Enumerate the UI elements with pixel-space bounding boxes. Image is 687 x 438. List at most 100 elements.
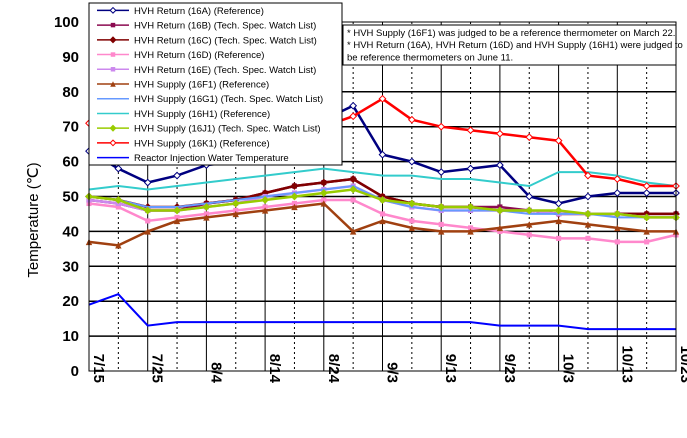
data-point [408, 224, 416, 232]
plot-frame [88, 21, 677, 372]
legend-entry: HVH Return (16E) (Tech. Spec. Watch List… [97, 65, 316, 76]
data-point [466, 203, 475, 211]
data-point [261, 196, 270, 204]
x-tick-label: 8/4 [207, 362, 224, 384]
x-tick-label: 7/15 [90, 354, 107, 383]
y-tick-label: 30 [62, 258, 79, 275]
data-point [291, 203, 298, 211]
legend-label: HVH Supply (16H1) (Reference) [134, 109, 270, 120]
series-7 [88, 167, 677, 191]
data-point [143, 206, 152, 215]
series-10 [88, 293, 676, 331]
x-tick-label: 10/23 [677, 345, 687, 383]
x-tick-label: 8/24 [325, 354, 342, 384]
legend-entry: HVH Supply (16K1) (Reference) [97, 138, 270, 149]
data-point [643, 228, 650, 235]
data-point [173, 206, 181, 215]
legend-entry: HVH Return (16A) (Reference) [97, 6, 264, 17]
legend-entry: HVH Return (16D) (Reference) [97, 50, 264, 61]
data-point [115, 204, 121, 210]
series-line [88, 293, 676, 331]
data-point [584, 221, 592, 228]
data-point [261, 207, 269, 214]
data-point [613, 189, 622, 197]
legend-label: HVH Return (16C) (Tech. Spec. Watch List… [134, 35, 317, 46]
data-point [437, 168, 446, 176]
x-tick-label: 9/3 [384, 362, 401, 383]
series-line [88, 167, 677, 191]
data-point [110, 22, 116, 28]
data-point [109, 6, 117, 14]
x-tick-label: 10/13 [618, 345, 635, 383]
legend-label: HVH Supply (16K1) (Reference) [134, 138, 270, 149]
data-point [350, 197, 356, 203]
data-point [407, 115, 416, 124]
data-point [438, 221, 444, 227]
data-point [109, 139, 117, 147]
note-text: be reference thermometers on June 11. [347, 52, 513, 63]
note-box-frame [342, 24, 677, 66]
y-tick-label: 10 [62, 328, 79, 345]
data-point [144, 228, 151, 235]
series-8 [85, 185, 680, 222]
data-point [109, 124, 117, 132]
legend-entry: HVH Supply (16F1) (Reference) [97, 80, 269, 91]
data-point [495, 129, 504, 138]
data-point [110, 67, 116, 72]
note-text: * HVH Return (16A), HVH Return (16D) and… [347, 40, 683, 51]
legend-label: HVH Return (16E) (Tech. Spec. Watch List… [134, 65, 316, 76]
data-point [114, 164, 123, 173]
data-point [407, 199, 416, 208]
data-point [525, 133, 534, 142]
data-point [290, 192, 299, 201]
data-point [466, 164, 475, 173]
data-point [437, 122, 446, 131]
data-point [642, 182, 651, 190]
data-point [584, 192, 592, 201]
legend-label: HVH Return (16D) (Reference) [134, 50, 264, 61]
data-point [173, 217, 181, 225]
data-point [613, 175, 622, 183]
data-point [262, 204, 268, 210]
x-tick-label: 8/14 [266, 354, 283, 384]
data-point [409, 218, 415, 224]
data-point [614, 239, 620, 245]
data-point [110, 81, 116, 87]
data-point [231, 199, 240, 208]
data-point [290, 182, 299, 190]
x-tick-label: 9/23 [501, 354, 518, 383]
data-point [319, 178, 328, 187]
data-point [203, 211, 209, 217]
data-point [497, 228, 503, 234]
legend-label: HVH Return (16B) (Tech. Spec. Watch List… [134, 21, 316, 32]
legend-box [88, 2, 343, 166]
x-tick-label: 7/25 [149, 354, 166, 383]
data-point [614, 224, 621, 232]
data-point [173, 171, 181, 180]
data-point [349, 101, 358, 110]
data-point [378, 196, 387, 204]
y-tick-label: 0 [71, 363, 79, 380]
data-point [115, 242, 122, 249]
data-point [438, 228, 445, 235]
note-text: * HVH Supply (16F1) was judged to be a r… [347, 28, 675, 39]
data-point [203, 214, 210, 221]
data-point [232, 210, 239, 218]
data-point [378, 94, 387, 103]
data-point [642, 189, 651, 197]
data-point [407, 157, 416, 166]
y-tick-label: 40 [62, 223, 79, 240]
legend-entry: HVH Supply (16G1) (Tech. Spec. Watch Lis… [97, 94, 323, 105]
data-point [526, 232, 532, 238]
data-point [584, 171, 592, 180]
data-point [321, 197, 327, 203]
x-tick-label: 10/3 [560, 354, 577, 383]
data-point [379, 217, 386, 225]
data-point [349, 185, 358, 194]
data-point [467, 225, 474, 231]
legend-entry: HVH Return (16B) (Tech. Spec. Watch List… [97, 21, 316, 32]
x-tick-label: 9/13 [442, 354, 459, 383]
y-axis: 0 10 20 30 40 50 60 70 80 90 100 [54, 14, 79, 380]
legend-label: HVH Supply (16G1) (Tech. Spec. Watch Lis… [134, 94, 323, 105]
